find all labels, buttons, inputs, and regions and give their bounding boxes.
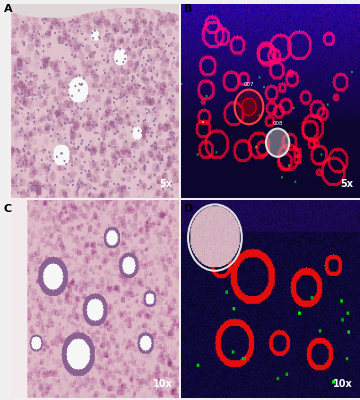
Text: 10x: 10x [333, 379, 353, 389]
Text: C: C [4, 204, 12, 214]
Text: D: D [184, 204, 193, 214]
Text: 5x: 5x [340, 179, 353, 189]
Text: 10x: 10x [153, 379, 172, 389]
Text: 5x: 5x [159, 179, 172, 189]
Circle shape [242, 98, 256, 116]
Text: 008: 008 [273, 122, 283, 126]
Circle shape [266, 128, 289, 157]
Circle shape [235, 90, 263, 124]
Text: A: A [4, 4, 12, 14]
Text: B: B [184, 4, 192, 14]
Text: 007: 007 [244, 82, 254, 88]
